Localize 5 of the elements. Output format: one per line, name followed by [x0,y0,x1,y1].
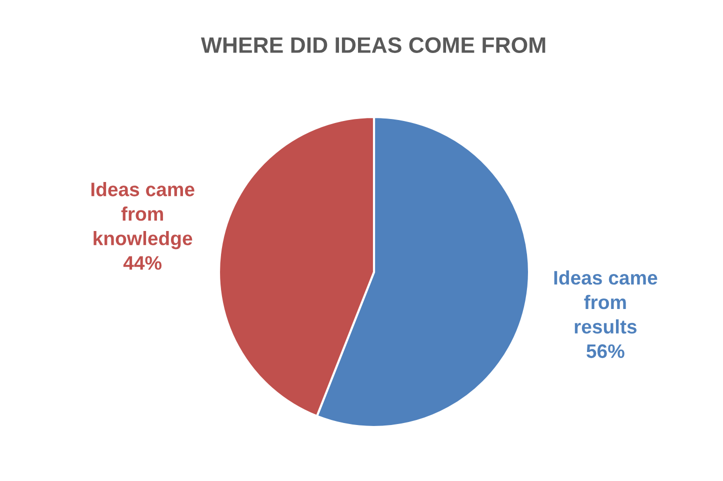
slice-label: Ideas came from results [554,270,658,334]
chart-title: WHERE DID IDEAS COME FROM [200,37,546,53]
data-label: 56% [586,344,624,358]
data-label: 44% [123,256,162,270]
slice-label: Ideas came from knowledge [91,182,194,250]
